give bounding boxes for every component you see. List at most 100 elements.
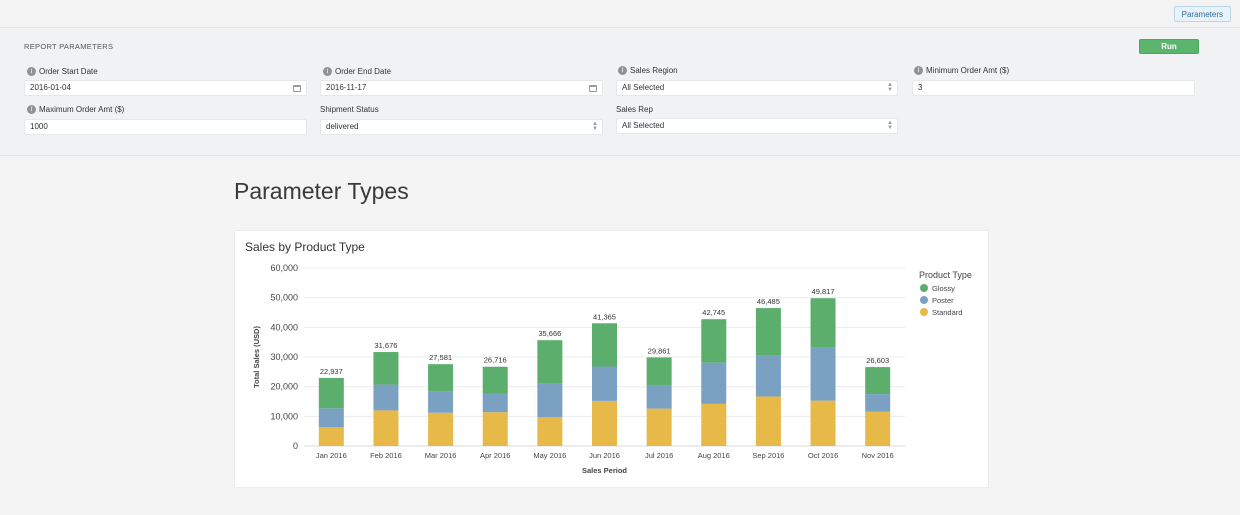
bar-segment-standard [646,408,672,446]
legend-swatch-poster [920,296,928,304]
bar-segment-glossy [810,298,836,348]
info-icon[interactable]: i [914,66,923,75]
select-arrows-icon: ▲ ▼ [887,120,893,131]
bar-segment-standard [592,400,617,446]
bar-segment-poster [701,362,727,404]
bar-total-label: 22,937 [320,367,343,376]
x-tick-label: Mar 2016 [425,451,457,460]
bar-segment-poster [865,394,891,412]
x-tick-label: Feb 2016 [370,451,402,460]
bar-segment-poster [592,366,617,401]
bar-segment-standard [482,412,508,446]
min-order-amt-input[interactable]: 3 [912,80,1195,96]
y-tick-label: 0 [293,441,298,451]
shipment-status-select[interactable]: delivered ▲ ▼ [320,119,603,135]
x-tick-label: Apr 2016 [480,451,510,460]
chart-title: Sales by Product Type [245,240,365,254]
bar-segment-glossy [373,352,399,385]
x-axis-label: Sales Period [582,466,627,475]
x-tick-label: Nov 2016 [862,451,894,460]
stacked-bar-chart: 0 10,000 20,000 30,000 40,000 50,000 60,000 Tot… [252,263,972,475]
y-tick-label: 30,000 [270,352,298,362]
bar-segment-glossy [701,319,727,363]
chart-card: Sales by Product Type 0 10,000 20,000 30,00… [234,230,989,488]
bar-total-label: 49,817 [812,287,835,296]
bar-segment-glossy [646,357,672,386]
bar-segment-glossy [482,366,508,394]
max-order-amt-label: i Maximum Order Amt ($) [27,105,124,114]
sales-region-select[interactable]: All Selected ▲ ▼ [616,80,898,96]
y-tick-label: 10,000 [270,411,298,421]
bar-total-label: 42,745 [702,308,725,317]
order-start-date-field[interactable]: 2016-01-04 [24,80,307,96]
bar-segment-poster [537,383,563,418]
bar-segment-glossy [428,364,454,392]
bar-segment-poster [810,347,836,401]
bar-segment-standard [318,427,344,446]
bar-segment-glossy [318,377,344,409]
bar-segment-glossy [755,308,781,356]
bar-total-label: 46,485 [757,297,780,306]
bar-total-label: 27,581 [429,353,452,362]
parameters-toggle-button[interactable]: Parameters [1173,6,1231,22]
order-end-date-label: i Order End Date [323,67,391,76]
order-start-date-label: i Order Start Date [27,67,98,76]
max-order-amt-input[interactable]: 1000 [24,119,307,135]
sales-rep-label: Sales Rep [616,105,653,114]
sales-region-label: i Sales Region [618,66,678,75]
run-button[interactable]: Run [1139,39,1199,54]
x-tick-label: Oct 2016 [808,451,838,460]
shipment-status-label: Shipment Status [320,105,379,114]
top-bar: Parameters [0,0,1240,28]
legend-label-standard: Standard [932,308,962,317]
calendar-icon[interactable] [293,85,301,92]
legend-swatch-glossy [920,284,928,292]
x-tick-label: Sep 2016 [752,451,784,460]
bar-segment-glossy [537,340,563,384]
bar-segment-poster [318,408,344,428]
legend-label-glossy: Glossy [932,284,955,293]
sales-rep-select[interactable]: All Selected ▲ ▼ [616,118,898,134]
bar-segment-standard [373,410,399,446]
info-icon[interactable]: i [323,67,332,76]
calendar-icon[interactable] [589,85,597,92]
y-tick-label: 40,000 [270,322,298,332]
page-title: Parameter Types [234,178,409,204]
select-arrows-icon: ▲ ▼ [592,121,598,132]
x-tick-label: Aug 2016 [698,451,730,460]
x-tick-label: Jan 2016 [316,451,347,460]
bar-total-label: 26,716 [484,356,507,365]
info-icon[interactable]: i [27,67,36,76]
legend-label-poster: Poster [932,296,954,305]
x-tick-label: Jun 2016 [589,451,620,460]
bar-segment-standard [755,396,781,446]
bar-total-label: 26,603 [866,356,889,365]
x-tick-label: May 2016 [533,451,566,460]
x-tick-label: Jul 2016 [645,451,673,460]
report-parameters-title: REPORT PARAMETERS [24,42,114,51]
bar-total-label: 29,861 [648,346,671,355]
bar-segment-poster [755,355,781,397]
y-tick-label: 60,000 [270,263,298,273]
bar-segment-glossy [592,323,617,367]
info-icon[interactable]: i [27,105,36,114]
y-tick-label: 20,000 [270,382,298,392]
report-parameters-panel: REPORT PARAMETERS Run i Order Start Date… [0,28,1240,156]
bar-segment-poster [482,393,508,413]
bar-total-label: 41,365 [593,312,616,321]
order-end-date-field[interactable]: 2016-11-17 [320,80,603,96]
info-icon[interactable]: i [618,66,627,75]
bar-segment-poster [646,385,672,409]
bar-total-label: 31,676 [374,341,397,350]
y-axis-label: Total Sales (USD) [252,326,261,388]
bar-total-label: 35,666 [538,329,561,338]
legend-swatch-standard [920,308,928,316]
min-order-amt-label: i Minimum Order Amt ($) [914,66,1009,75]
bar-segment-standard [810,400,836,446]
bar-segment-standard [537,417,563,446]
bar-segment-poster [428,391,454,413]
bar-segment-standard [428,412,454,446]
select-arrows-icon: ▲ ▼ [887,82,893,93]
bar-segment-glossy [865,367,891,395]
bar-segment-standard [701,403,727,446]
